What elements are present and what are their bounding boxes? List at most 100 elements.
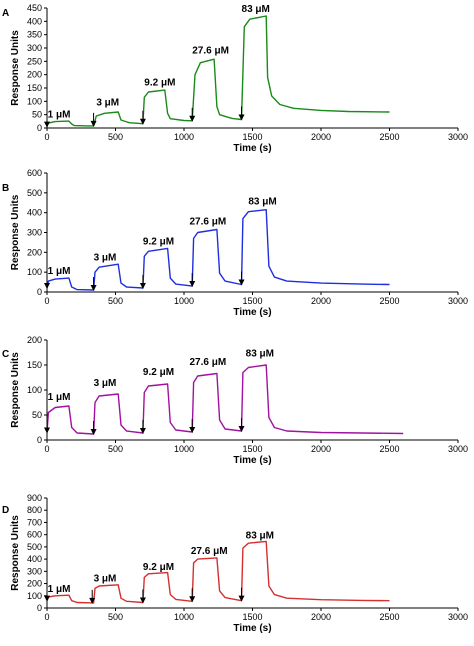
x-tick-label: 2000	[311, 296, 331, 306]
x-tick-label: 500	[108, 296, 123, 306]
arrow-head	[139, 118, 146, 125]
concentration-label: 9.2 μM	[143, 367, 174, 378]
x-tick-label: 1000	[174, 612, 194, 622]
arrow-head	[238, 426, 245, 432]
x-tick-label: 2500	[379, 296, 399, 306]
sensorgram-line	[46, 364, 404, 435]
x-tick-label: 0	[44, 444, 49, 454]
y-tick-label: 200	[27, 70, 42, 80]
panel-letter: B	[2, 183, 9, 194]
y-axis-label: Response Units	[10, 194, 21, 270]
y-tick-label: 150	[27, 83, 42, 93]
y-tick-label: 450	[27, 3, 42, 13]
x-tick-label: 3000	[448, 132, 468, 142]
x-tick-label: 1500	[242, 612, 262, 622]
x-axis-label: Time (s)	[233, 623, 271, 634]
y-tick-label: 300	[27, 43, 42, 53]
x-tick-label: 500	[108, 132, 123, 142]
y-tick-label: 200	[27, 247, 42, 257]
sensorgram-line	[46, 15, 390, 127]
arrow-head	[238, 595, 245, 602]
arrow-head	[90, 120, 97, 127]
panel-letter: A	[2, 8, 9, 19]
arrow-head	[189, 115, 196, 122]
arrow-head	[90, 429, 97, 435]
concentration-label: 1 μM	[48, 109, 71, 120]
x-tick-label: 2000	[311, 612, 331, 622]
y-tick-label: 0	[37, 603, 42, 613]
chart-panel-a: A 0 50 100 150 200 250 300 350 400 450 0 500 1000 1500…	[2, 3, 468, 154]
y-tick-label: 0	[37, 123, 42, 133]
y-tick-label: 100	[27, 385, 42, 395]
arrow-head	[90, 285, 97, 292]
arrow-head	[238, 279, 245, 286]
x-tick-label: 3000	[448, 444, 468, 454]
y-tick-label: 300	[27, 566, 42, 576]
concentration-label: 3 μM	[96, 97, 119, 108]
y-tick-label: 800	[27, 505, 42, 515]
y-tick-label: 100	[27, 267, 42, 277]
concentration-label: 27.6 μM	[192, 45, 229, 56]
concentration-label: 9.2 μM	[143, 562, 174, 573]
y-tick-label: 200	[27, 579, 42, 589]
x-tick-label: 3000	[448, 612, 468, 622]
arrow-head	[44, 595, 50, 602]
sensorgram-line	[46, 540, 390, 604]
y-tick-label: 100	[27, 96, 42, 106]
concentration-label: 9.2 μM	[144, 77, 175, 88]
x-tick-label: 1500	[242, 132, 262, 142]
concentration-label: 83 μM	[248, 197, 276, 208]
concentration-label: 27.6 μM	[189, 357, 226, 368]
arrow-head	[139, 283, 146, 290]
y-tick-label: 400	[27, 554, 42, 564]
x-axis-label: Time (s)	[233, 455, 271, 466]
panel-letter: C	[2, 349, 9, 360]
arrow-head	[189, 596, 196, 603]
x-tick-label: 2000	[311, 444, 331, 454]
x-tick-label: 0	[44, 132, 49, 142]
y-tick-label: 50	[32, 410, 42, 420]
chart-panel-d: D 0 100 200 300 400 500 600 700 800 900 0 500 1000 150…	[2, 493, 468, 634]
concentration-label: 27.6 μM	[191, 546, 228, 557]
chart-panel-b: B 0 100 200 300 400 500 600 0 500 1000 1500 2000 2500…	[2, 168, 468, 318]
x-axis-label: Time (s)	[233, 307, 271, 318]
x-tick-label: 1000	[174, 444, 194, 454]
arrow-head	[44, 283, 50, 290]
concentration-label: 3 μM	[94, 378, 117, 389]
y-axis-label: Response Units	[10, 515, 21, 591]
sensorgram-line	[46, 209, 390, 291]
arrow-head	[44, 121, 50, 128]
y-tick-label: 700	[27, 517, 42, 527]
y-tick-label: 500	[27, 188, 42, 198]
concentration-label: 9.2 μM	[143, 236, 174, 247]
y-tick-label: 350	[27, 30, 42, 40]
concentration-label: 83 μM	[246, 349, 274, 360]
x-tick-label: 500	[108, 444, 123, 454]
x-tick-label: 2500	[379, 612, 399, 622]
concentration-label: 1 μM	[48, 584, 71, 595]
concentration-label: 83 μM	[242, 4, 270, 15]
y-tick-label: 0	[37, 287, 42, 297]
y-tick-label: 0	[37, 435, 42, 445]
x-tick-label: 0	[44, 612, 49, 622]
y-tick-label: 400	[27, 16, 42, 26]
y-tick-label: 300	[27, 228, 42, 238]
arrow-head	[189, 427, 196, 433]
concentration-label: 3 μM	[94, 252, 117, 263]
y-tick-label: 600	[27, 168, 42, 178]
x-tick-label: 2000	[311, 132, 331, 142]
concentration-label: 3 μM	[94, 574, 117, 585]
x-tick-label: 1500	[242, 296, 262, 306]
x-axis-label: Time (s)	[233, 143, 271, 154]
arrow-head	[238, 114, 245, 121]
x-tick-label: 0	[44, 296, 49, 306]
y-tick-label: 200	[27, 335, 42, 345]
x-tick-label: 1000	[174, 132, 194, 142]
x-tick-label: 2500	[379, 132, 399, 142]
concentration-label: 1 μM	[48, 392, 71, 403]
concentration-label: 83 μM	[246, 530, 274, 541]
y-axis-label: Response Units	[10, 352, 21, 428]
x-tick-label: 1500	[242, 444, 262, 454]
